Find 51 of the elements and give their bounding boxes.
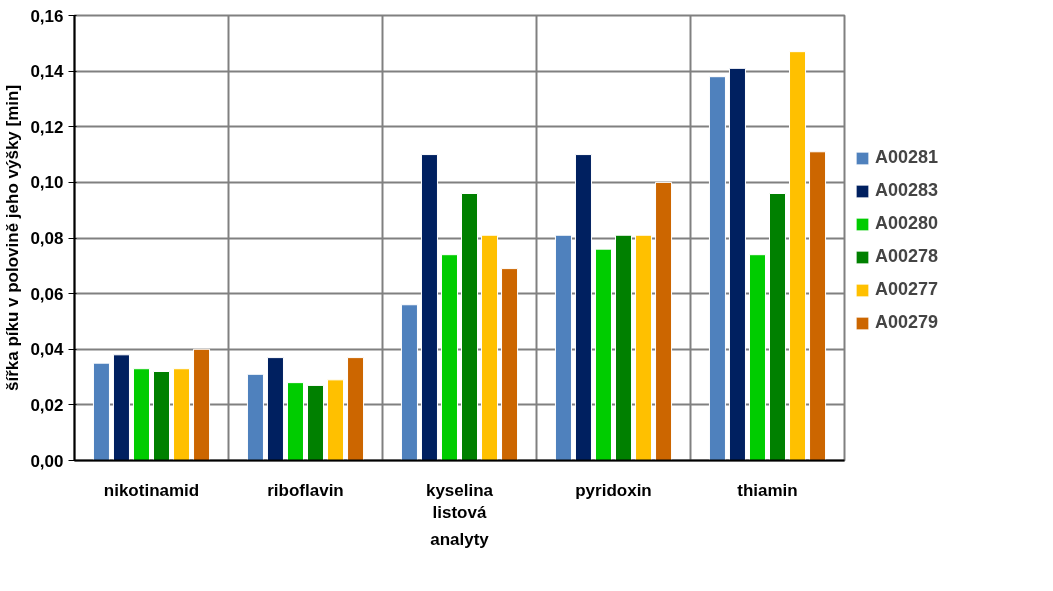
y-tick-label: 0,12 [30,117,64,137]
bar [153,371,171,461]
y-tick-label: 0,08 [30,229,64,248]
x-tick-label: pyridoxin [575,480,652,500]
bar [112,354,130,461]
bar [554,234,572,461]
bar [789,51,807,461]
bar [728,67,746,461]
x-tick-label: nikotinamid [103,480,200,500]
bar [246,373,264,461]
bar [635,234,653,461]
y-tick-label: 0,14 [30,62,65,82]
bar [461,193,479,461]
bar [266,357,284,461]
y-tick-label: 0,16 [30,6,64,26]
bar [615,234,633,461]
bar [501,268,519,461]
y-tick-label: 0,10 [30,173,64,193]
bar [481,234,499,461]
bar [132,368,150,461]
bar [92,362,110,461]
bar [400,304,418,461]
y-tick-label: 0,04 [30,340,65,360]
bar [307,384,325,461]
bar [286,382,304,461]
bar [173,368,191,461]
bar [769,193,787,461]
legend-label: A00278 [875,246,939,267]
bar [193,348,211,461]
bar [748,254,766,461]
bar [420,154,438,461]
bar [594,248,612,461]
bar [708,76,726,461]
y-tick-label: 0,06 [30,284,64,304]
x-tick-label: riboflavin [267,480,344,500]
y-tick-label: 0,02 [30,395,64,415]
bar [327,379,345,461]
legend-label: A00280 [875,213,939,234]
legend-label: A00277 [875,279,939,300]
legend-label: A00281 [875,147,939,168]
bar [574,154,592,461]
bar [809,151,827,461]
legend-label: A00279 [875,312,939,333]
bar [440,254,458,461]
legend-label: A00283 [875,180,939,201]
y-axis-title: šířka píku v polovině jeho výšky [min] [3,84,23,392]
y-tick-label: 0,00 [30,451,64,471]
x-axis-title: analyty [430,530,490,550]
x-tick-label: thiamin [737,480,798,500]
bar [347,357,365,461]
bar [655,181,673,461]
